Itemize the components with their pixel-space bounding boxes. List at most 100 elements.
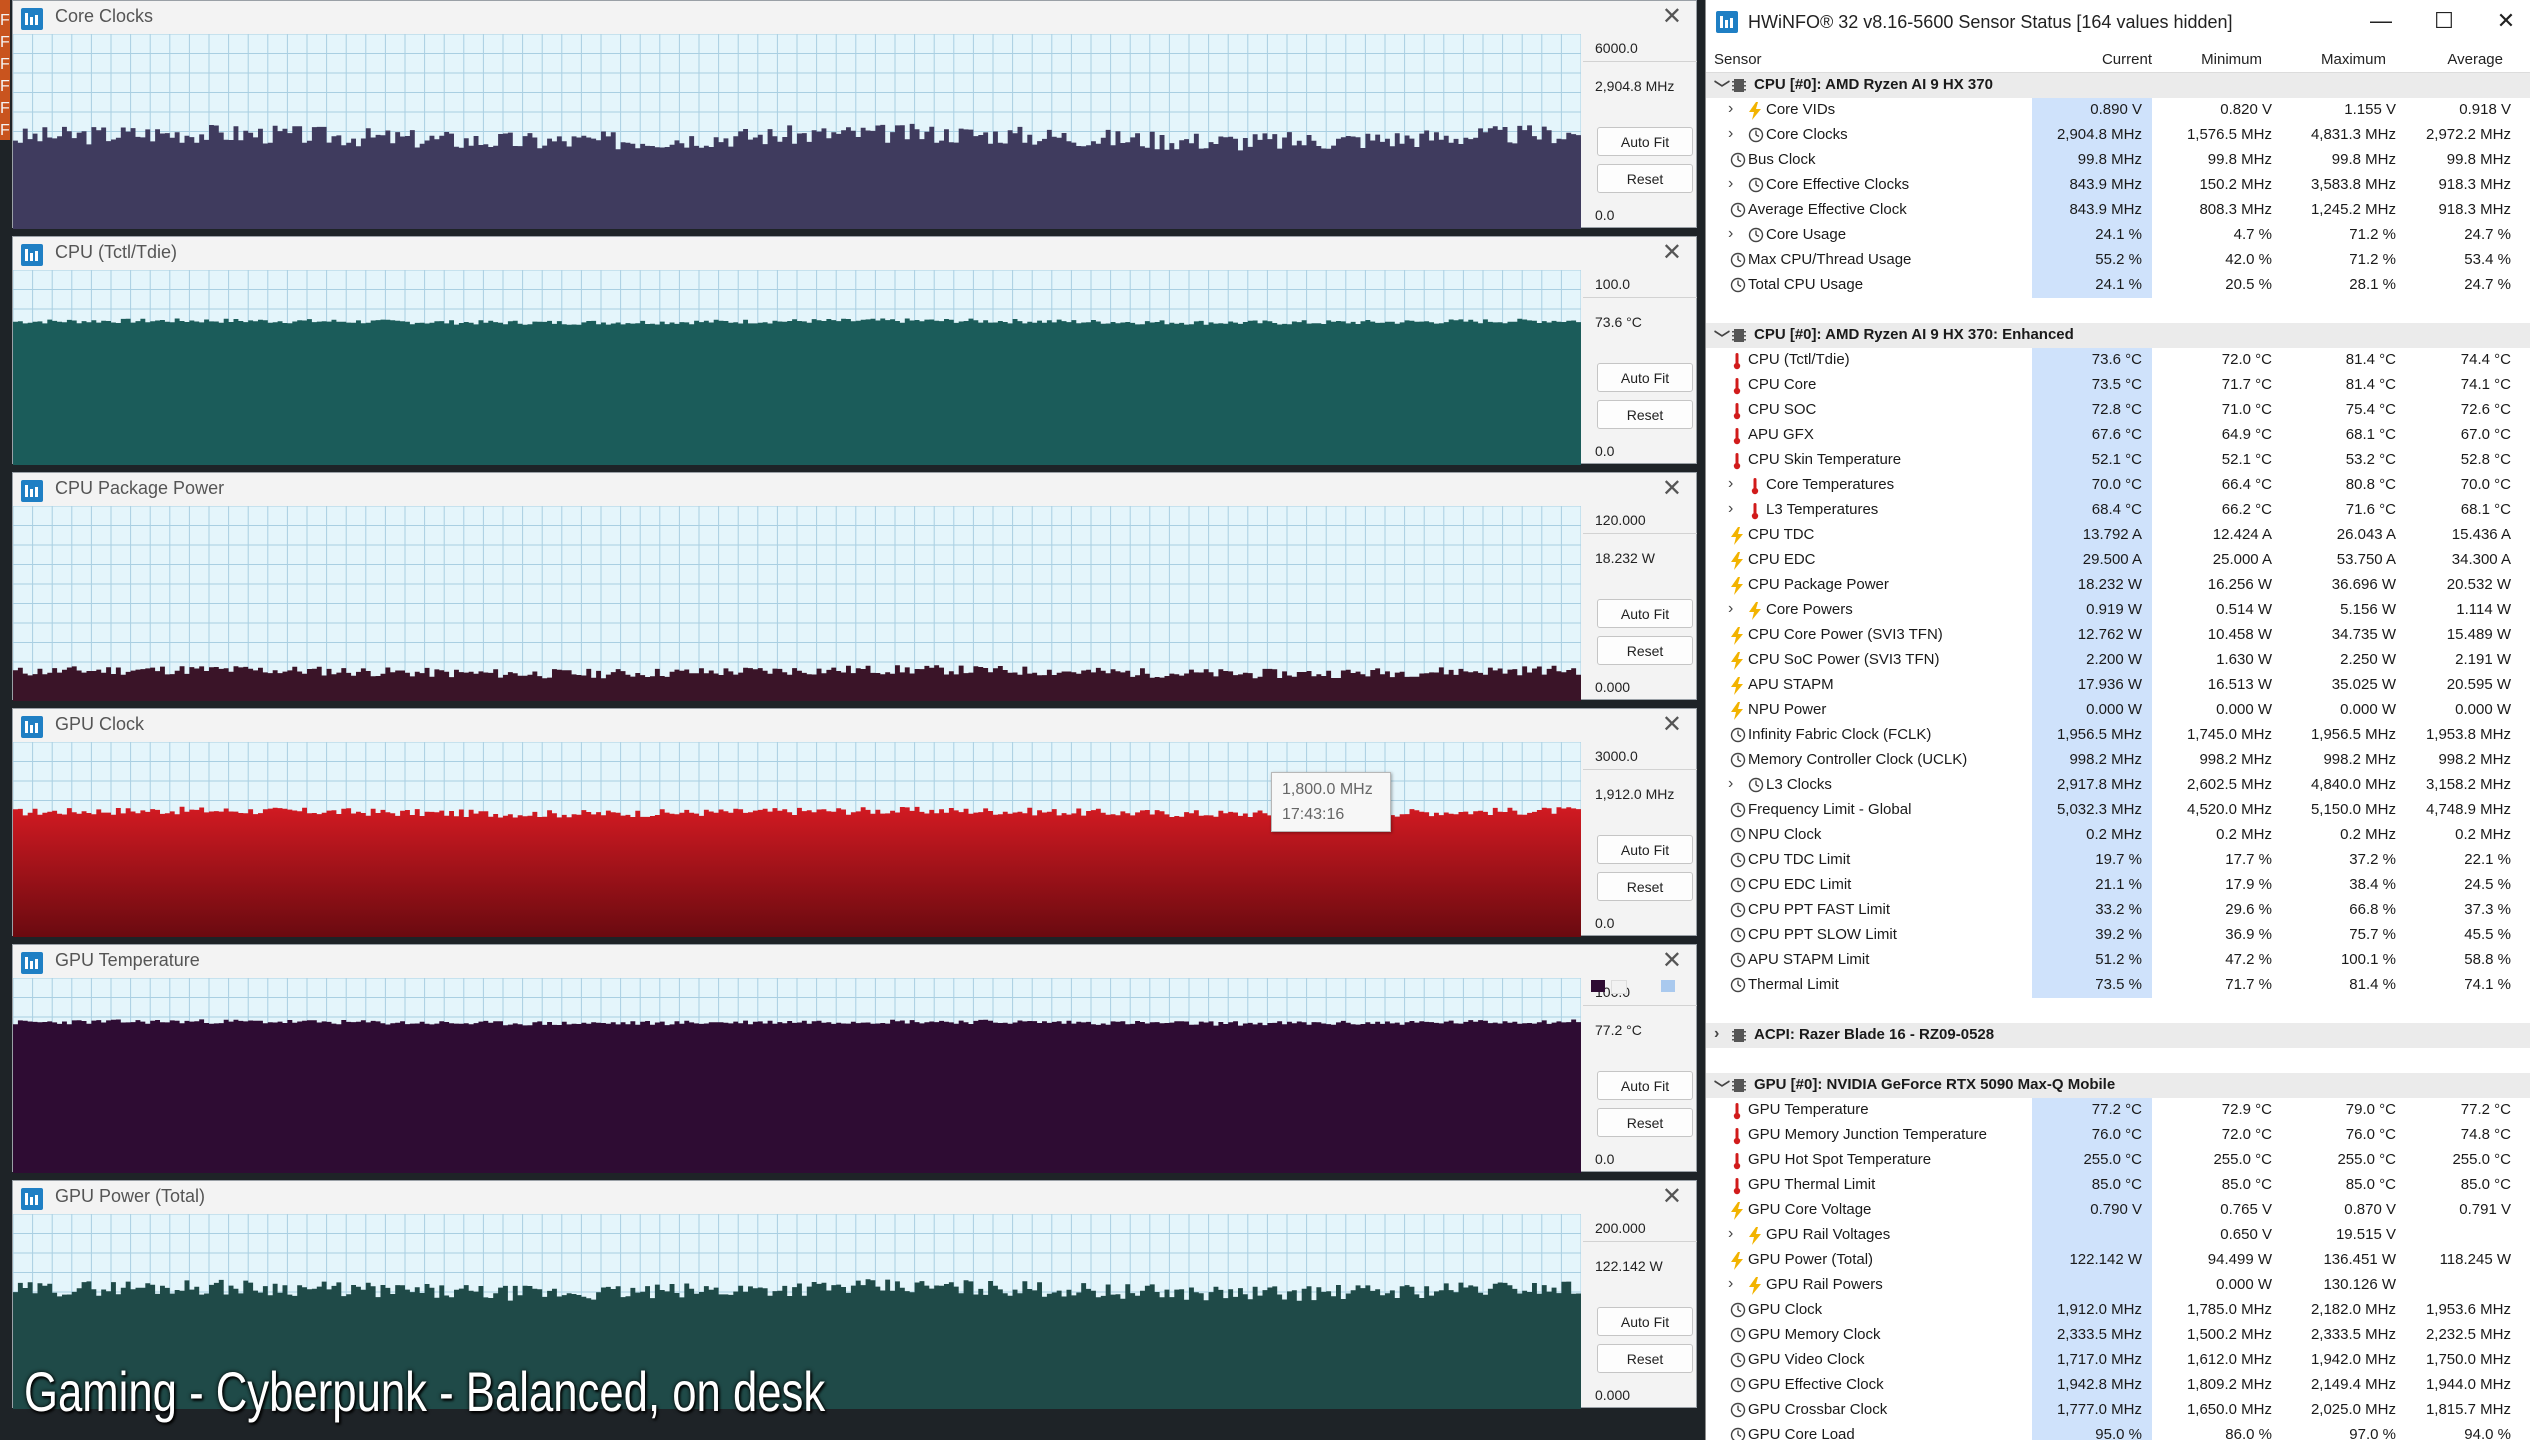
chevron-right-icon[interactable]: › xyxy=(1728,1275,1734,1292)
sensor-row[interactable]: GPU Thermal Limit 85.0 °C 85.0 °C 85.0 °C 85… xyxy=(1706,1173,2530,1198)
sensor-row[interactable]: Average Effective Clock 843.9 MHz 808.3 MH… xyxy=(1706,198,2530,223)
sensor-row[interactable]: › Core Effective Clocks 843.9 MHz 150.2 MHz… xyxy=(1706,173,2530,198)
chevron-down-icon[interactable]: ﹀ xyxy=(1714,81,1731,98)
minimize-button[interactable]: — xyxy=(2370,8,2392,33)
reset-button[interactable]: Reset xyxy=(1597,636,1693,665)
sensor-group-header[interactable]: ﹀ GPU [#0]: NVIDIA GeForce RTX 5090 Max-Q… xyxy=(1706,1073,2530,1098)
sensor-row[interactable]: › GPU Rail Voltages 0.650 V 19.515 V xyxy=(1706,1223,2530,1248)
graph-window[interactable]: CPU Package Power ✕ 120.000 18.232 W Auto Fi… xyxy=(12,472,1697,701)
sensor-row[interactable]: Memory Controller Clock (UCLK) 998.2 MHz 9… xyxy=(1706,748,2530,773)
graph-titlebar[interactable]: Core Clocks ✕ xyxy=(13,1,1696,34)
chevron-right-icon[interactable]: › xyxy=(1728,775,1734,792)
sensor-row[interactable]: APU GFX 67.6 °C 64.9 °C 68.1 °C 67.0 °C xyxy=(1706,423,2530,448)
sensor-row[interactable]: › L3 Temperatures 68.4 °C 66.2 °C 71.6 °C 68.… xyxy=(1706,498,2530,523)
graph-plot[interactable] xyxy=(13,34,1581,229)
auto-fit-button[interactable]: Auto Fit xyxy=(1597,599,1693,628)
chevron-down-icon[interactable]: ﹀ xyxy=(1714,331,1731,348)
graph-titlebar[interactable]: CPU (Tctl/Tdie) ✕ xyxy=(13,237,1696,270)
sensor-row[interactable]: GPU Core Voltage 0.790 V 0.765 V 0.870 V 0.7… xyxy=(1706,1198,2530,1223)
sensor-row[interactable]: CPU SoC Power (SVI3 TFN) 2.200 W 1.630 W 2.… xyxy=(1706,648,2530,673)
auto-fit-button[interactable]: Auto Fit xyxy=(1597,1307,1693,1336)
chevron-right-icon[interactable]: › xyxy=(1728,1225,1734,1242)
sensor-row[interactable]: › Core VIDs 0.890 V 0.820 V 1.155 V 0.918 V xyxy=(1706,98,2530,123)
column-average[interactable]: Average xyxy=(2447,51,2503,68)
sensor-row[interactable]: Bus Clock 99.8 MHz 99.8 MHz 99.8 MHz 99.8 MH… xyxy=(1706,148,2530,173)
column-sensor[interactable]: Sensor xyxy=(1714,51,1762,68)
auto-fit-button[interactable]: Auto Fit xyxy=(1597,835,1693,864)
sensor-row[interactable]: GPU Memory Junction Temperature 76.0 °C 72… xyxy=(1706,1123,2530,1148)
auto-fit-button[interactable]: Auto Fit xyxy=(1597,363,1693,392)
auto-fit-button[interactable]: Auto Fit xyxy=(1597,1071,1693,1100)
sensor-row[interactable]: GPU Crossbar Clock 1,777.0 MHz 1,650.0 MHz… xyxy=(1706,1398,2530,1423)
sensor-row[interactable]: APU STAPM Limit 51.2 % 47.2 % 100.1 % 58.8 % xyxy=(1706,948,2530,973)
reset-button[interactable]: Reset xyxy=(1597,1344,1693,1373)
chevron-right-icon[interactable]: › xyxy=(1728,175,1734,192)
sensor-row[interactable]: GPU Hot Spot Temperature 255.0 °C 255.0 °C… xyxy=(1706,1148,2530,1173)
graph-titlebar[interactable]: GPU Clock ✕ xyxy=(13,709,1696,742)
graph-plot[interactable] xyxy=(13,978,1581,1173)
sensor-row[interactable]: › Core Clocks 2,904.8 MHz 1,576.5 MHz 4,831.… xyxy=(1706,123,2530,148)
chevron-right-icon[interactable]: › xyxy=(1728,475,1734,492)
graph-window[interactable]: CPU (Tctl/Tdie) ✕ 100.0 73.6 °C Auto Fit Rese… xyxy=(12,236,1697,465)
reset-button[interactable]: Reset xyxy=(1597,1108,1693,1137)
column-maximum[interactable]: Maximum xyxy=(2320,51,2386,68)
close-icon[interactable]: ✕ xyxy=(1661,3,1682,30)
sensor-row[interactable]: GPU Memory Clock 2,333.5 MHz 1,500.2 MHz 2,… xyxy=(1706,1323,2530,1348)
reset-button[interactable]: Reset xyxy=(1597,164,1693,193)
sensor-row[interactable]: Max CPU/Thread Usage 55.2 % 42.0 % 71.2 % 53… xyxy=(1706,248,2530,273)
sensor-row[interactable]: CPU TDC 13.792 A 12.424 A 26.043 A 15.436 A xyxy=(1706,523,2530,548)
auto-fit-button[interactable]: Auto Fit xyxy=(1597,127,1693,156)
sensor-row[interactable]: GPU Core Load 95.0 % 86.0 % 97.0 % 94.0 % xyxy=(1706,1423,2530,1440)
sensor-row[interactable]: CPU Core Power (SVI3 TFN) 12.762 W 10.458 … xyxy=(1706,623,2530,648)
graph-plot[interactable] xyxy=(13,270,1581,465)
chevron-down-icon[interactable]: ﹀ xyxy=(1714,1081,1731,1098)
sensor-row[interactable]: › GPU Rail Powers 0.000 W 130.126 W xyxy=(1706,1273,2530,1298)
sensor-row[interactable]: CPU Package Power 18.232 W 16.256 W 36.696 … xyxy=(1706,573,2530,598)
sensor-row[interactable]: Total CPU Usage 24.1 % 20.5 % 28.1 % 24.7 % xyxy=(1706,273,2530,298)
sensor-row[interactable]: › Core Usage 24.1 % 4.7 % 71.2 % 24.7 % xyxy=(1706,223,2530,248)
sensor-group-header[interactable]: › ACPI: Razer Blade 16 - RZ09-0528 xyxy=(1706,1023,2530,1048)
sensor-row[interactable]: CPU (Tctl/Tdie) 73.6 °C 72.0 °C 81.4 °C 74.4… xyxy=(1706,348,2530,373)
reset-button[interactable]: Reset xyxy=(1597,872,1693,901)
graph-window[interactable]: GPU Clock ✕ 3000.0 1,912.0 MHz Auto Fit Reset… xyxy=(12,708,1697,937)
close-icon[interactable]: ✕ xyxy=(1661,947,1682,974)
sensor-row[interactable]: CPU PPT SLOW Limit 39.2 % 36.9 % 75.7 % 45.5… xyxy=(1706,923,2530,948)
sensor-row[interactable]: GPU Temperature 77.2 °C 72.9 °C 79.0 °C 77.2… xyxy=(1706,1098,2530,1123)
graph-titlebar[interactable]: CPU Package Power ✕ xyxy=(13,473,1696,506)
sensor-row[interactable]: Thermal Limit 73.5 % 71.7 % 81.4 % 74.1 % xyxy=(1706,973,2530,998)
sensor-row[interactable]: Infinity Fabric Clock (FCLK) 1,956.5 MHz 1… xyxy=(1706,723,2530,748)
sensor-row[interactable]: GPU Video Clock 1,717.0 MHz 1,612.0 MHz 1,9… xyxy=(1706,1348,2530,1373)
graph-plot[interactable] xyxy=(13,742,1581,937)
sensor-row[interactable]: NPU Clock 0.2 MHz 0.2 MHz 0.2 MHz 0.2 MHz xyxy=(1706,823,2530,848)
close-icon[interactable]: ✕ xyxy=(1661,1183,1682,1210)
chevron-right-icon[interactable]: › xyxy=(1728,225,1734,242)
sensor-row[interactable]: GPU Effective Clock 1,942.8 MHz 1,809.2 MH… xyxy=(1706,1373,2530,1398)
graph-window[interactable]: GPU Power (Total) ✕ 200.000 122.142 W Auto F… xyxy=(12,1180,1697,1409)
sensor-row[interactable]: › Core Powers 0.919 W 0.514 W 5.156 W 1.114 W xyxy=(1706,598,2530,623)
sensor-row[interactable]: › L3 Clocks 2,917.8 MHz 2,602.5 MHz 4,840.0 … xyxy=(1706,773,2530,798)
graph-titlebar[interactable]: GPU Temperature ✕ xyxy=(13,945,1696,978)
graph-titlebar[interactable]: GPU Power (Total) ✕ xyxy=(13,1181,1696,1214)
maximize-button[interactable]: ☐ xyxy=(2434,8,2454,33)
sensor-row[interactable]: Frequency Limit - Global 5,032.3 MHz 4,520… xyxy=(1706,798,2530,823)
sensor-row[interactable]: CPU EDC Limit 21.1 % 17.9 % 38.4 % 24.5 % xyxy=(1706,873,2530,898)
graph-plot[interactable] xyxy=(13,506,1581,701)
close-icon[interactable]: ✕ xyxy=(1661,475,1682,502)
sensor-group-header[interactable]: ﹀ CPU [#0]: AMD Ryzen AI 9 HX 370 xyxy=(1706,73,2530,98)
chevron-right-icon[interactable]: › xyxy=(1728,100,1734,117)
sensor-row[interactable]: NPU Power 0.000 W 0.000 W 0.000 W 0.000 W xyxy=(1706,698,2530,723)
close-button[interactable]: ✕ xyxy=(2496,8,2516,33)
sensor-group-header[interactable]: ﹀ CPU [#0]: AMD Ryzen AI 9 HX 370: Enhanc… xyxy=(1706,323,2530,348)
chevron-right-icon[interactable]: › xyxy=(1714,1025,1720,1042)
chevron-right-icon[interactable]: › xyxy=(1728,125,1734,142)
sensor-row[interactable]: GPU Power (Total) 122.142 W 94.499 W 136.45… xyxy=(1706,1248,2530,1273)
column-current[interactable]: Current xyxy=(2101,51,2152,68)
sensor-row[interactable]: CPU PPT FAST Limit 33.2 % 29.6 % 66.8 % 37.3… xyxy=(1706,898,2530,923)
sensor-row[interactable]: CPU Skin Temperature 52.1 °C 52.1 °C 53.2 °… xyxy=(1706,448,2530,473)
sensor-row[interactable]: CPU TDC Limit 19.7 % 17.7 % 37.2 % 22.1 % xyxy=(1706,848,2530,873)
close-icon[interactable]: ✕ xyxy=(1661,711,1682,738)
column-minimum[interactable]: Minimum xyxy=(2201,51,2262,68)
sensor-row[interactable]: CPU SOC 72.8 °C 71.0 °C 75.4 °C 72.6 °C xyxy=(1706,398,2530,423)
sensor-row[interactable]: CPU Core 73.5 °C 71.7 °C 81.4 °C 74.1 °C xyxy=(1706,373,2530,398)
